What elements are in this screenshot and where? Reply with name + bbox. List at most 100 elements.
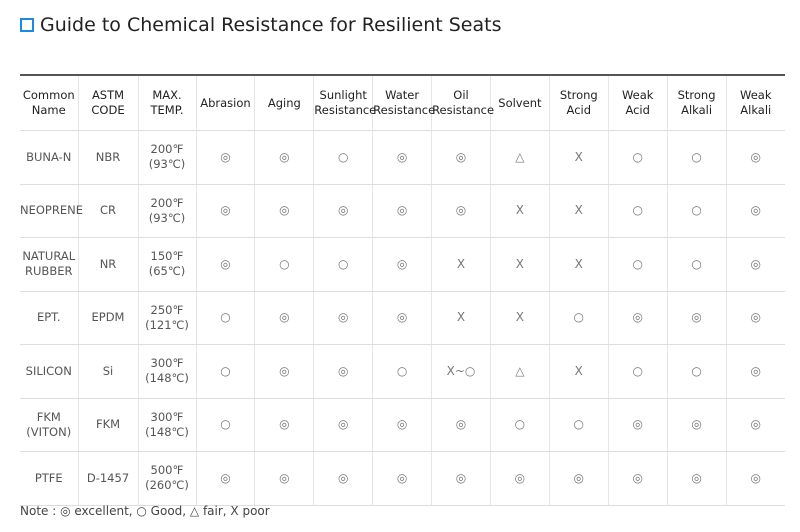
- cell: EPT.: [20, 291, 78, 345]
- rating-cell: ◎: [313, 398, 373, 452]
- table-row: EPT. EPDM 250℉ (121℃) ○ ◎ ◎ ◎ X X ○ ◎ ◎ ◎: [20, 291, 785, 345]
- rating-cell: ○: [254, 237, 314, 292]
- column-header: Sunlight Resistance: [313, 75, 376, 131]
- rating-cell: ○: [607, 344, 668, 399]
- cell: NR: [77, 237, 138, 292]
- rating-cell: X: [489, 237, 550, 292]
- rating-cell: ◎: [195, 451, 255, 506]
- rating-cell: ◎: [607, 291, 668, 345]
- rating-cell: X: [431, 291, 491, 345]
- rating-cell: ◎: [725, 291, 785, 345]
- rating-cell: ◎: [666, 291, 727, 345]
- rating-cell: X: [489, 291, 550, 345]
- rating-cell: ◎: [725, 451, 785, 506]
- rating-cell: ○: [666, 344, 727, 399]
- column-header: Strong Acid: [548, 75, 609, 131]
- cell: FKM (VITON): [20, 398, 78, 452]
- rating-cell: ◎: [313, 291, 373, 345]
- rating-cell: ◎: [254, 291, 314, 345]
- cell: EPDM: [77, 291, 138, 345]
- column-header: Oil Resistance: [431, 75, 494, 131]
- cell: 200℉ (93℃): [137, 184, 196, 238]
- table-row: NEOPRENE CR 200℉ (93℃) ◎ ◎ ◎ ◎ ◎ X X ○ ○ ◎: [20, 184, 785, 238]
- rating-cell: X: [548, 184, 609, 238]
- rating-cell: ◎: [489, 451, 550, 506]
- column-header: Aging: [254, 75, 314, 131]
- rating-cell: ○: [607, 130, 668, 185]
- rating-cell: ◎: [254, 344, 314, 399]
- rating-cell: ○: [666, 184, 727, 238]
- rating-cell: ◎: [372, 237, 432, 292]
- header-row: Common Name ASTM CODE MAX. TEMP. Abrasion Ag…: [20, 75, 785, 131]
- title-icon: [20, 18, 34, 32]
- rating-cell: ◎: [313, 184, 373, 238]
- column-header: Solvent: [489, 75, 550, 131]
- rating-cell: △: [489, 130, 550, 185]
- rating-cell: ◎: [431, 398, 491, 452]
- cell: 250℉ (121℃): [137, 291, 196, 345]
- cell: FKM: [77, 398, 138, 452]
- title: Guide to Chemical Resistance for Resilie…: [40, 14, 502, 36]
- column-header: Common Name: [20, 75, 78, 131]
- rating-cell: ○: [313, 130, 373, 185]
- column-header: Strong Alkali: [666, 75, 727, 131]
- cell: Si: [77, 344, 138, 399]
- rating-cell: ○: [372, 344, 432, 399]
- rating-cell: ◎: [725, 184, 785, 238]
- column-header: Abrasion: [195, 75, 255, 131]
- rating-cell: ○: [666, 237, 727, 292]
- rating-cell: ○: [548, 398, 609, 452]
- rating-cell: ◎: [254, 130, 314, 185]
- rating-cell: ○: [666, 130, 727, 185]
- rating-cell: ◎: [725, 398, 785, 452]
- rating-cell: ○: [489, 398, 550, 452]
- rating-cell: ◎: [254, 398, 314, 452]
- rating-cell: ○: [607, 237, 668, 292]
- table-row: BUNA-N NBR 200℉ (93℃) ◎ ◎ ○ ◎ ◎ △ X ○ ○ ◎: [20, 130, 785, 185]
- cell: PTFE: [20, 451, 78, 506]
- cell: NEOPRENE: [20, 184, 83, 238]
- rating-cell: ○: [607, 184, 668, 238]
- cell: 300℉ (148℃): [137, 398, 196, 452]
- rating-cell: X~○: [431, 344, 491, 399]
- cell: D-1457: [77, 451, 138, 506]
- rating-cell: ○: [195, 344, 255, 399]
- column-header: Water Resistance: [372, 75, 435, 131]
- rating-cell: ◎: [666, 451, 727, 506]
- column-header: Weak Alkali: [725, 75, 785, 131]
- cell: 300℉ (148℃): [137, 344, 196, 399]
- column-header: MAX. TEMP.: [137, 75, 196, 131]
- column-header: Weak Acid: [607, 75, 668, 131]
- rating-cell: ◎: [372, 184, 432, 238]
- rating-cell: ◎: [431, 451, 491, 506]
- rating-cell: ◎: [372, 398, 432, 452]
- rating-cell: X: [431, 237, 491, 292]
- column-header: ASTM CODE: [77, 75, 138, 131]
- table-body: BUNA-N NBR 200℉ (93℃) ◎ ◎ ○ ◎ ◎ △ X ○ ○ ◎ NEOPRENE CR 2…: [20, 130, 785, 506]
- rating-cell: ○: [548, 291, 609, 345]
- cell: CR: [77, 184, 138, 238]
- rating-cell: ◎: [548, 451, 609, 506]
- cell: SILICON: [20, 344, 78, 399]
- resistance-table: Common Name ASTM CODE MAX. TEMP. Abrasion Ag…: [20, 74, 785, 506]
- title-row: Guide to Chemical Resistance for Resilie…: [20, 14, 501, 36]
- cell: 200℉ (93℃): [137, 130, 196, 185]
- rating-cell: ◎: [195, 184, 255, 238]
- rating-cell: ◎: [725, 130, 785, 185]
- rating-cell: ◎: [431, 130, 491, 185]
- rating-cell: ◎: [431, 184, 491, 238]
- rating-cell: ◎: [372, 451, 432, 506]
- rating-cell: ◎: [254, 184, 314, 238]
- rating-cell: ◎: [607, 451, 668, 506]
- rating-cell: X: [548, 130, 609, 185]
- cell: 500℉ (260℃): [137, 451, 196, 506]
- rating-cell: ◎: [725, 237, 785, 292]
- rating-cell: ◎: [725, 344, 785, 399]
- cell: 150℉ (65℃): [137, 237, 196, 292]
- rating-cell: ◎: [607, 398, 668, 452]
- rating-cell: X: [489, 184, 550, 238]
- rating-cell: ◎: [195, 130, 255, 185]
- rating-cell: ◎: [666, 398, 727, 452]
- cell: BUNA-N: [20, 130, 78, 185]
